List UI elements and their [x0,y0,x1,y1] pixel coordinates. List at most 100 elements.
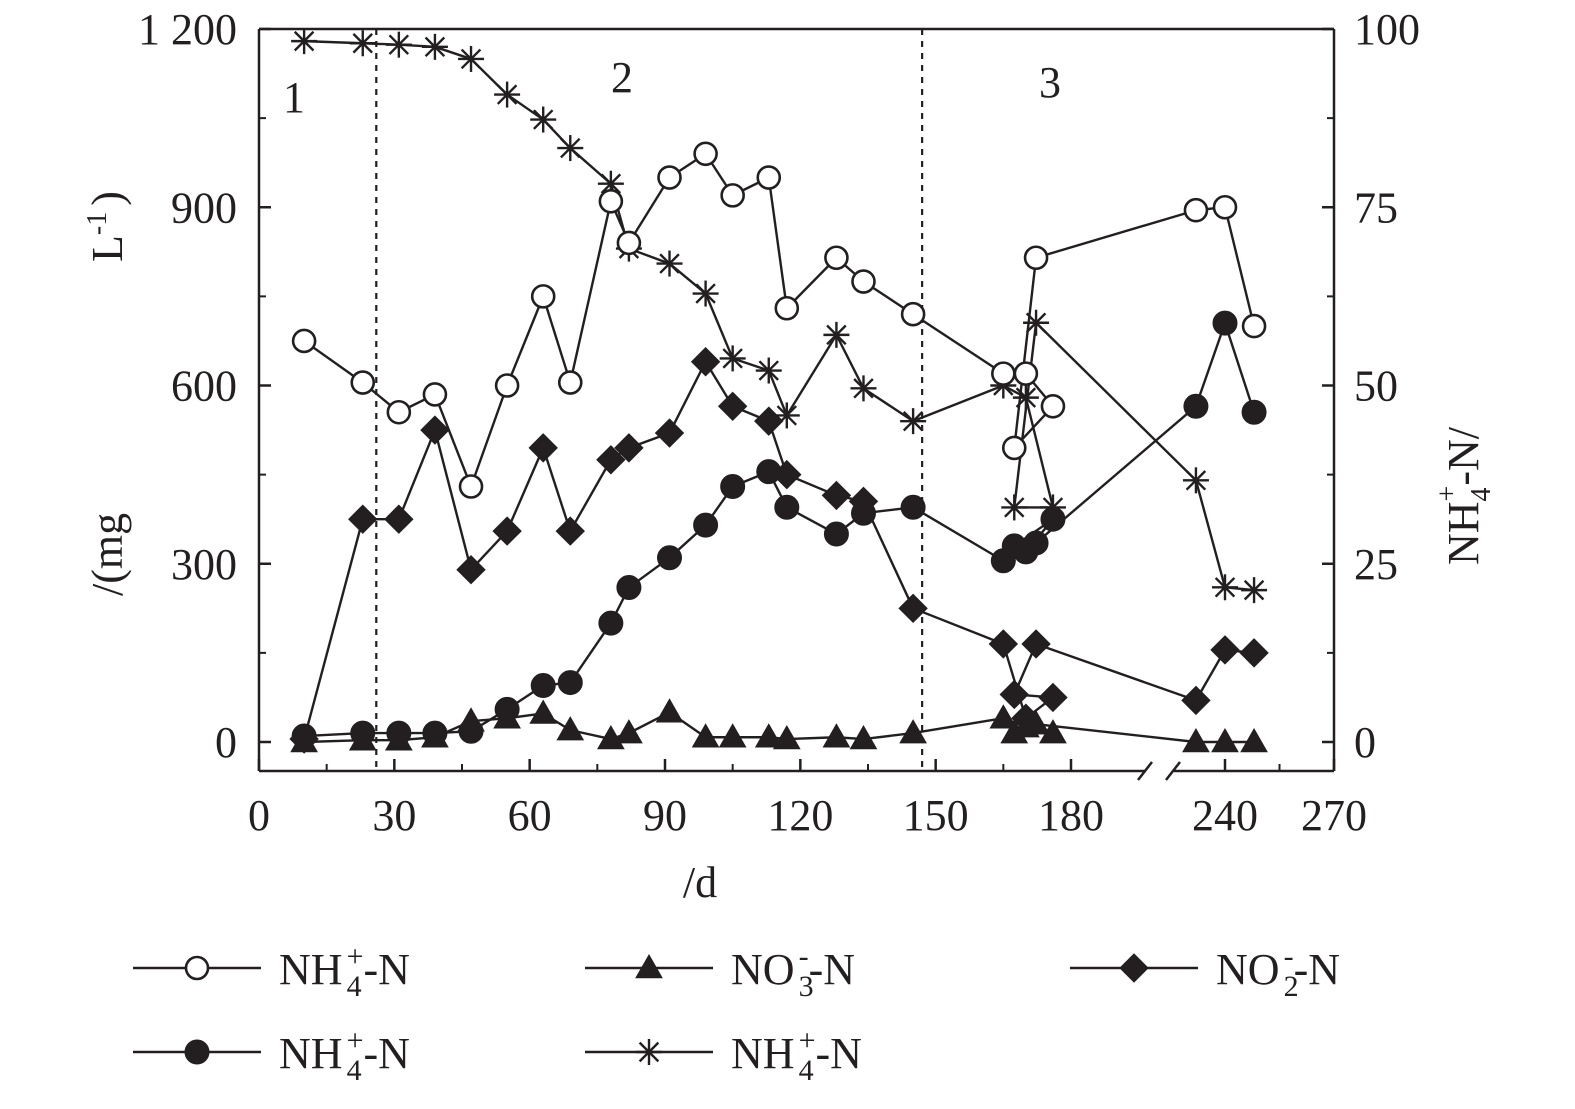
series-circle-filled [291,310,1267,749]
y-right-tick-label: 100 [1354,5,1420,54]
data-point [422,382,448,407]
data-point [1040,393,1066,419]
legend-item: NO 3--N [585,940,855,1003]
data-point [1183,393,1209,419]
x-tick-label: 90 [643,791,687,840]
data-point [1001,435,1027,461]
series-segment [1024,397,1055,508]
data-point [528,433,558,463]
series-segment [1013,322,1038,508]
data-point [1241,399,1267,425]
data-point [349,30,376,57]
data-point [900,494,926,520]
data-point [657,165,682,190]
data-point [614,433,644,463]
y-right-tick-label: 50 [1354,362,1398,411]
data-point [1240,727,1268,753]
data-point [458,474,484,499]
legend-label: NH 4+-N [731,1024,862,1087]
data-point [900,301,926,327]
y-right-tick-label: 25 [1354,540,1398,589]
x-tick-label: 150 [903,791,969,840]
series-segment [704,293,734,359]
data-point [657,545,683,571]
data-point [635,953,663,979]
data-point [348,726,377,751]
series-segment [506,447,545,532]
data-point [1013,361,1039,386]
data-point [529,699,558,724]
legend-item: NH 4+-N [133,1024,410,1087]
y-axis-left-title-upper: L-1) [82,191,132,262]
series-triangle [290,698,1268,753]
data-point [1181,685,1211,716]
series-segment [835,334,865,389]
data-point [458,45,485,72]
data-point [991,361,1016,386]
data-point [291,28,318,55]
data-point [774,295,800,321]
data-point [756,165,782,190]
data-point [823,321,850,348]
data-point [1239,638,1269,668]
legend-label: NH 4+-N [279,940,410,1003]
data-point [386,399,412,425]
data-point [848,486,879,517]
data-point [598,189,624,214]
data-point [1023,530,1049,556]
data-point [900,408,927,435]
y-right-tick-label: 0 [1354,718,1376,767]
series-segment [1035,321,1197,482]
series-segment [785,334,838,417]
data-point [636,1039,662,1065]
data-point [774,494,800,520]
data-point [530,106,557,133]
data-point [1040,506,1066,532]
data-point [1182,467,1209,494]
data-point [616,230,642,256]
data-point [530,284,556,309]
x-tick-label: 30 [372,791,416,840]
series-segment [1194,322,1227,407]
axis-break-mark [1137,761,1153,781]
series-circle-open [291,141,1267,499]
data-point [457,707,485,732]
data-point [1023,245,1049,271]
y-left-tick-label: 0 [215,718,237,767]
data-point [691,723,720,748]
data-point [1012,384,1039,411]
data-point [1001,494,1028,521]
data-point [557,670,583,696]
data-point [772,725,801,750]
data-point [557,135,584,162]
data-point [1212,310,1238,336]
data-point [1038,682,1068,713]
series-segment [912,313,1004,375]
series-segment [542,447,572,532]
data-point [1021,629,1051,659]
series-segment [1002,384,1027,399]
data-point [492,516,522,546]
x-tick-label: 120 [767,791,833,840]
series-segment [304,739,363,744]
phase-dividers [375,29,924,771]
legend: NH 4+-N NO 3--N NO 2--N NH 4+-N NH 4+-N [133,940,1340,1087]
data-point [350,370,376,395]
data-point [899,719,927,744]
data-point [1212,194,1238,220]
legend-label: NO 3--N [731,940,855,1003]
series-segment [786,736,837,741]
data-point [456,554,486,585]
series-segment [1035,209,1197,259]
series-segment [1223,206,1256,327]
series-segment [912,384,1004,423]
data-point [598,610,624,636]
y-left-tick-label: 1 200 [138,5,237,54]
data-point [823,521,849,547]
series-segment [1194,480,1227,588]
series-segment [569,201,613,383]
data-point [755,357,782,384]
data-point [719,345,746,372]
